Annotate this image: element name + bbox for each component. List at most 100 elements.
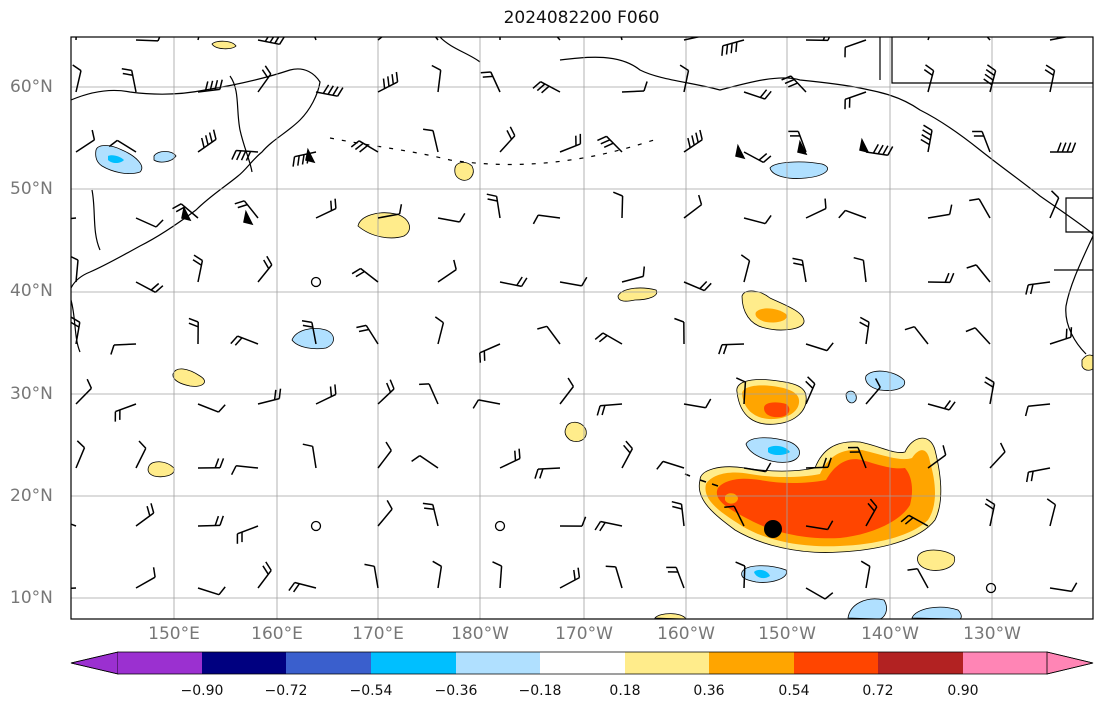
wind-barb-shaft <box>743 565 746 589</box>
wind-barb-feather <box>705 398 712 409</box>
lon-label-180w: 180°W <box>451 624 509 644</box>
wind-barb-shaft <box>614 566 623 589</box>
wind-barb-feather <box>573 569 576 580</box>
wind-barb-shaft <box>75 322 81 345</box>
wind-barb-shaft <box>75 447 86 469</box>
wind-barb-feather <box>419 383 430 386</box>
wind-barb-feather <box>534 468 539 479</box>
wind-barb-shaft <box>197 138 217 153</box>
wind-barb-feather <box>1067 27 1069 37</box>
wind-barb-feather <box>735 41 738 52</box>
wind-barb-feather <box>623 444 631 454</box>
wind-barb-shaft <box>805 343 828 352</box>
contour-negative-7 <box>845 390 857 404</box>
wind-barb-shaft <box>236 465 259 469</box>
colorbar-extend-high <box>1046 651 1094 675</box>
wind-barb-shaft <box>499 457 521 469</box>
wind-barb-feather <box>122 72 133 76</box>
wind-barb-shaft <box>683 204 702 219</box>
lon-label-160e: 160°E <box>251 624 303 644</box>
wind-barb-feather <box>274 37 280 44</box>
wind-barb-shaft <box>437 566 443 589</box>
colorbar-tick: 0.72 <box>862 683 894 699</box>
aleutian-islands <box>329 137 661 166</box>
coastline-canada <box>879 37 1093 271</box>
lon-label-160w: 160°W <box>657 624 715 644</box>
colorbar-extend-low <box>70 651 119 675</box>
wind-barb-shaft <box>243 200 259 219</box>
wind-barb-feather <box>781 75 792 81</box>
wind-barb-feather <box>1044 69 1054 76</box>
wind-barb-shaft <box>432 504 439 527</box>
wind-barb-feather <box>1072 26 1074 36</box>
wind-barb-feather <box>354 142 364 151</box>
wind-barb-feather <box>491 14 500 18</box>
wind-barb-feather <box>71 316 81 323</box>
wind-barb-feather <box>1029 284 1034 295</box>
wind-barb-feather <box>827 457 832 468</box>
colorbar-tick: 0.18 <box>609 683 641 699</box>
wind-barb-feather <box>1025 284 1029 295</box>
wind-barb-feather <box>487 198 498 202</box>
wind-barb-feather <box>230 465 237 476</box>
wind-barb-feather <box>355 270 365 278</box>
wind-barb-shaft <box>135 447 147 469</box>
contour-positive-small-5 <box>147 461 175 478</box>
contour-negative-5-core <box>768 445 790 455</box>
wind-barb-feather <box>273 389 277 400</box>
wind-barb-feather <box>928 13 936 19</box>
contour-positive-small-1 <box>617 287 658 302</box>
wind-barb-feather <box>948 204 953 215</box>
wind-barb-shaft <box>559 281 582 287</box>
wind-barb-shaft <box>115 403 137 413</box>
wind-barb-feather <box>237 203 248 209</box>
wind-barb-shaft <box>862 260 867 283</box>
wind-barb-feather <box>492 561 502 567</box>
wind-barb-shaft <box>844 91 867 101</box>
wind-barb-feather <box>479 352 482 363</box>
wind-barb-feather <box>334 198 337 209</box>
wind-barb-shaft <box>499 566 503 589</box>
wind-barb-feather <box>49 518 56 526</box>
wind-barb-feather <box>68 19 77 23</box>
wind-barb-feather <box>921 134 931 141</box>
wind-barb-feather <box>332 86 339 96</box>
wind-barb-feather <box>900 514 910 523</box>
wind-barb-feather <box>874 378 881 388</box>
wind-barb-shaft <box>75 70 82 93</box>
wind-barb-shaft <box>865 506 878 527</box>
wind-barb-feather <box>219 79 223 90</box>
wind-barb-feather <box>71 321 80 328</box>
wind-barb-feather <box>536 83 546 92</box>
wind-barb-feather <box>807 376 816 385</box>
wind-barb-feather <box>458 213 466 223</box>
wind-barb-shaft <box>978 198 991 219</box>
colorbar-segment <box>709 652 794 674</box>
wind-barb-feather <box>234 200 245 205</box>
wind-barb-shaft <box>1049 587 1072 593</box>
wind-barb-feather <box>209 80 214 91</box>
wind-barb-shaft <box>135 281 156 293</box>
wind-barb-feather <box>860 560 871 567</box>
wind-barb-shaft <box>113 343 137 346</box>
wind-barb-feather <box>288 582 296 592</box>
contour-negative-8-core <box>754 569 770 579</box>
wind-barb-shaft <box>437 70 442 93</box>
wind-barb-pennant <box>181 205 192 222</box>
colorbar-segment <box>540 652 625 674</box>
wind-barb-feather <box>194 18 202 24</box>
colorbar-tick: −0.72 <box>264 683 308 699</box>
wind-barb-shaft <box>377 450 392 469</box>
wind-barb-shaft <box>75 139 95 153</box>
coastlines <box>71 37 1093 487</box>
lat-label-30n: 30°N <box>10 384 53 404</box>
wind-barb-shaft <box>437 268 457 283</box>
wind-barb-feather <box>152 567 156 578</box>
wind-barb-feather <box>853 256 864 261</box>
wind-barb-shaft <box>257 264 273 283</box>
contour-negative-3 <box>291 328 334 350</box>
wind-barb-feather <box>966 24 975 28</box>
wind-barb-shaft <box>621 195 624 219</box>
wind-barb-feather <box>193 22 201 28</box>
wind-barb-feather <box>86 378 93 389</box>
